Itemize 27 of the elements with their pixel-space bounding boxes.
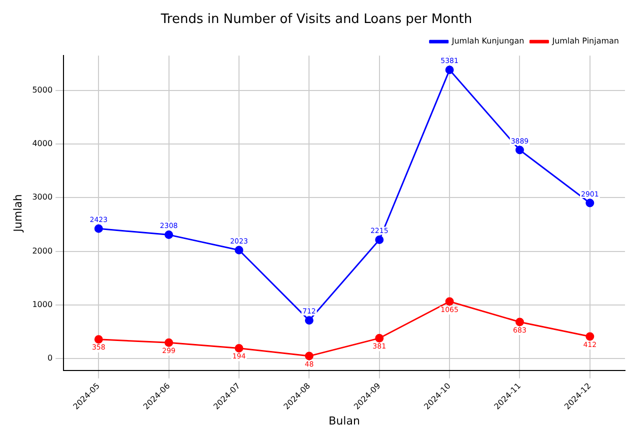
chart-title: Trends in Number of Visits and Loans per Month bbox=[160, 12, 472, 28]
point bbox=[445, 66, 454, 74]
point bbox=[234, 344, 244, 352]
point bbox=[94, 224, 103, 233]
y-tick-label: 0 bbox=[47, 354, 53, 363]
point bbox=[234, 246, 244, 254]
point bbox=[445, 297, 454, 306]
y-tick-label: 4000 bbox=[32, 139, 53, 148]
x-axis-title: Bulan bbox=[328, 414, 360, 428]
point bbox=[586, 332, 594, 341]
y-tick-label: 1000 bbox=[32, 300, 53, 310]
point bbox=[515, 318, 524, 326]
y-tick-label: 2000 bbox=[32, 246, 53, 256]
point bbox=[375, 236, 384, 244]
legend-label: Jumlah Kunjungan bbox=[450, 36, 524, 46]
y-axis-title: Jumlah bbox=[11, 194, 24, 233]
point bbox=[515, 146, 524, 154]
y-tick-label: 5000 bbox=[32, 85, 53, 94]
point bbox=[94, 335, 103, 344]
point bbox=[164, 230, 174, 240]
point bbox=[304, 352, 314, 360]
legend-label: Jumlah Pinjaman bbox=[551, 36, 620, 46]
point bbox=[375, 334, 384, 342]
point bbox=[164, 338, 174, 347]
point bbox=[586, 198, 594, 208]
y-tick-label: 3000 bbox=[32, 192, 53, 202]
point bbox=[304, 316, 314, 325]
